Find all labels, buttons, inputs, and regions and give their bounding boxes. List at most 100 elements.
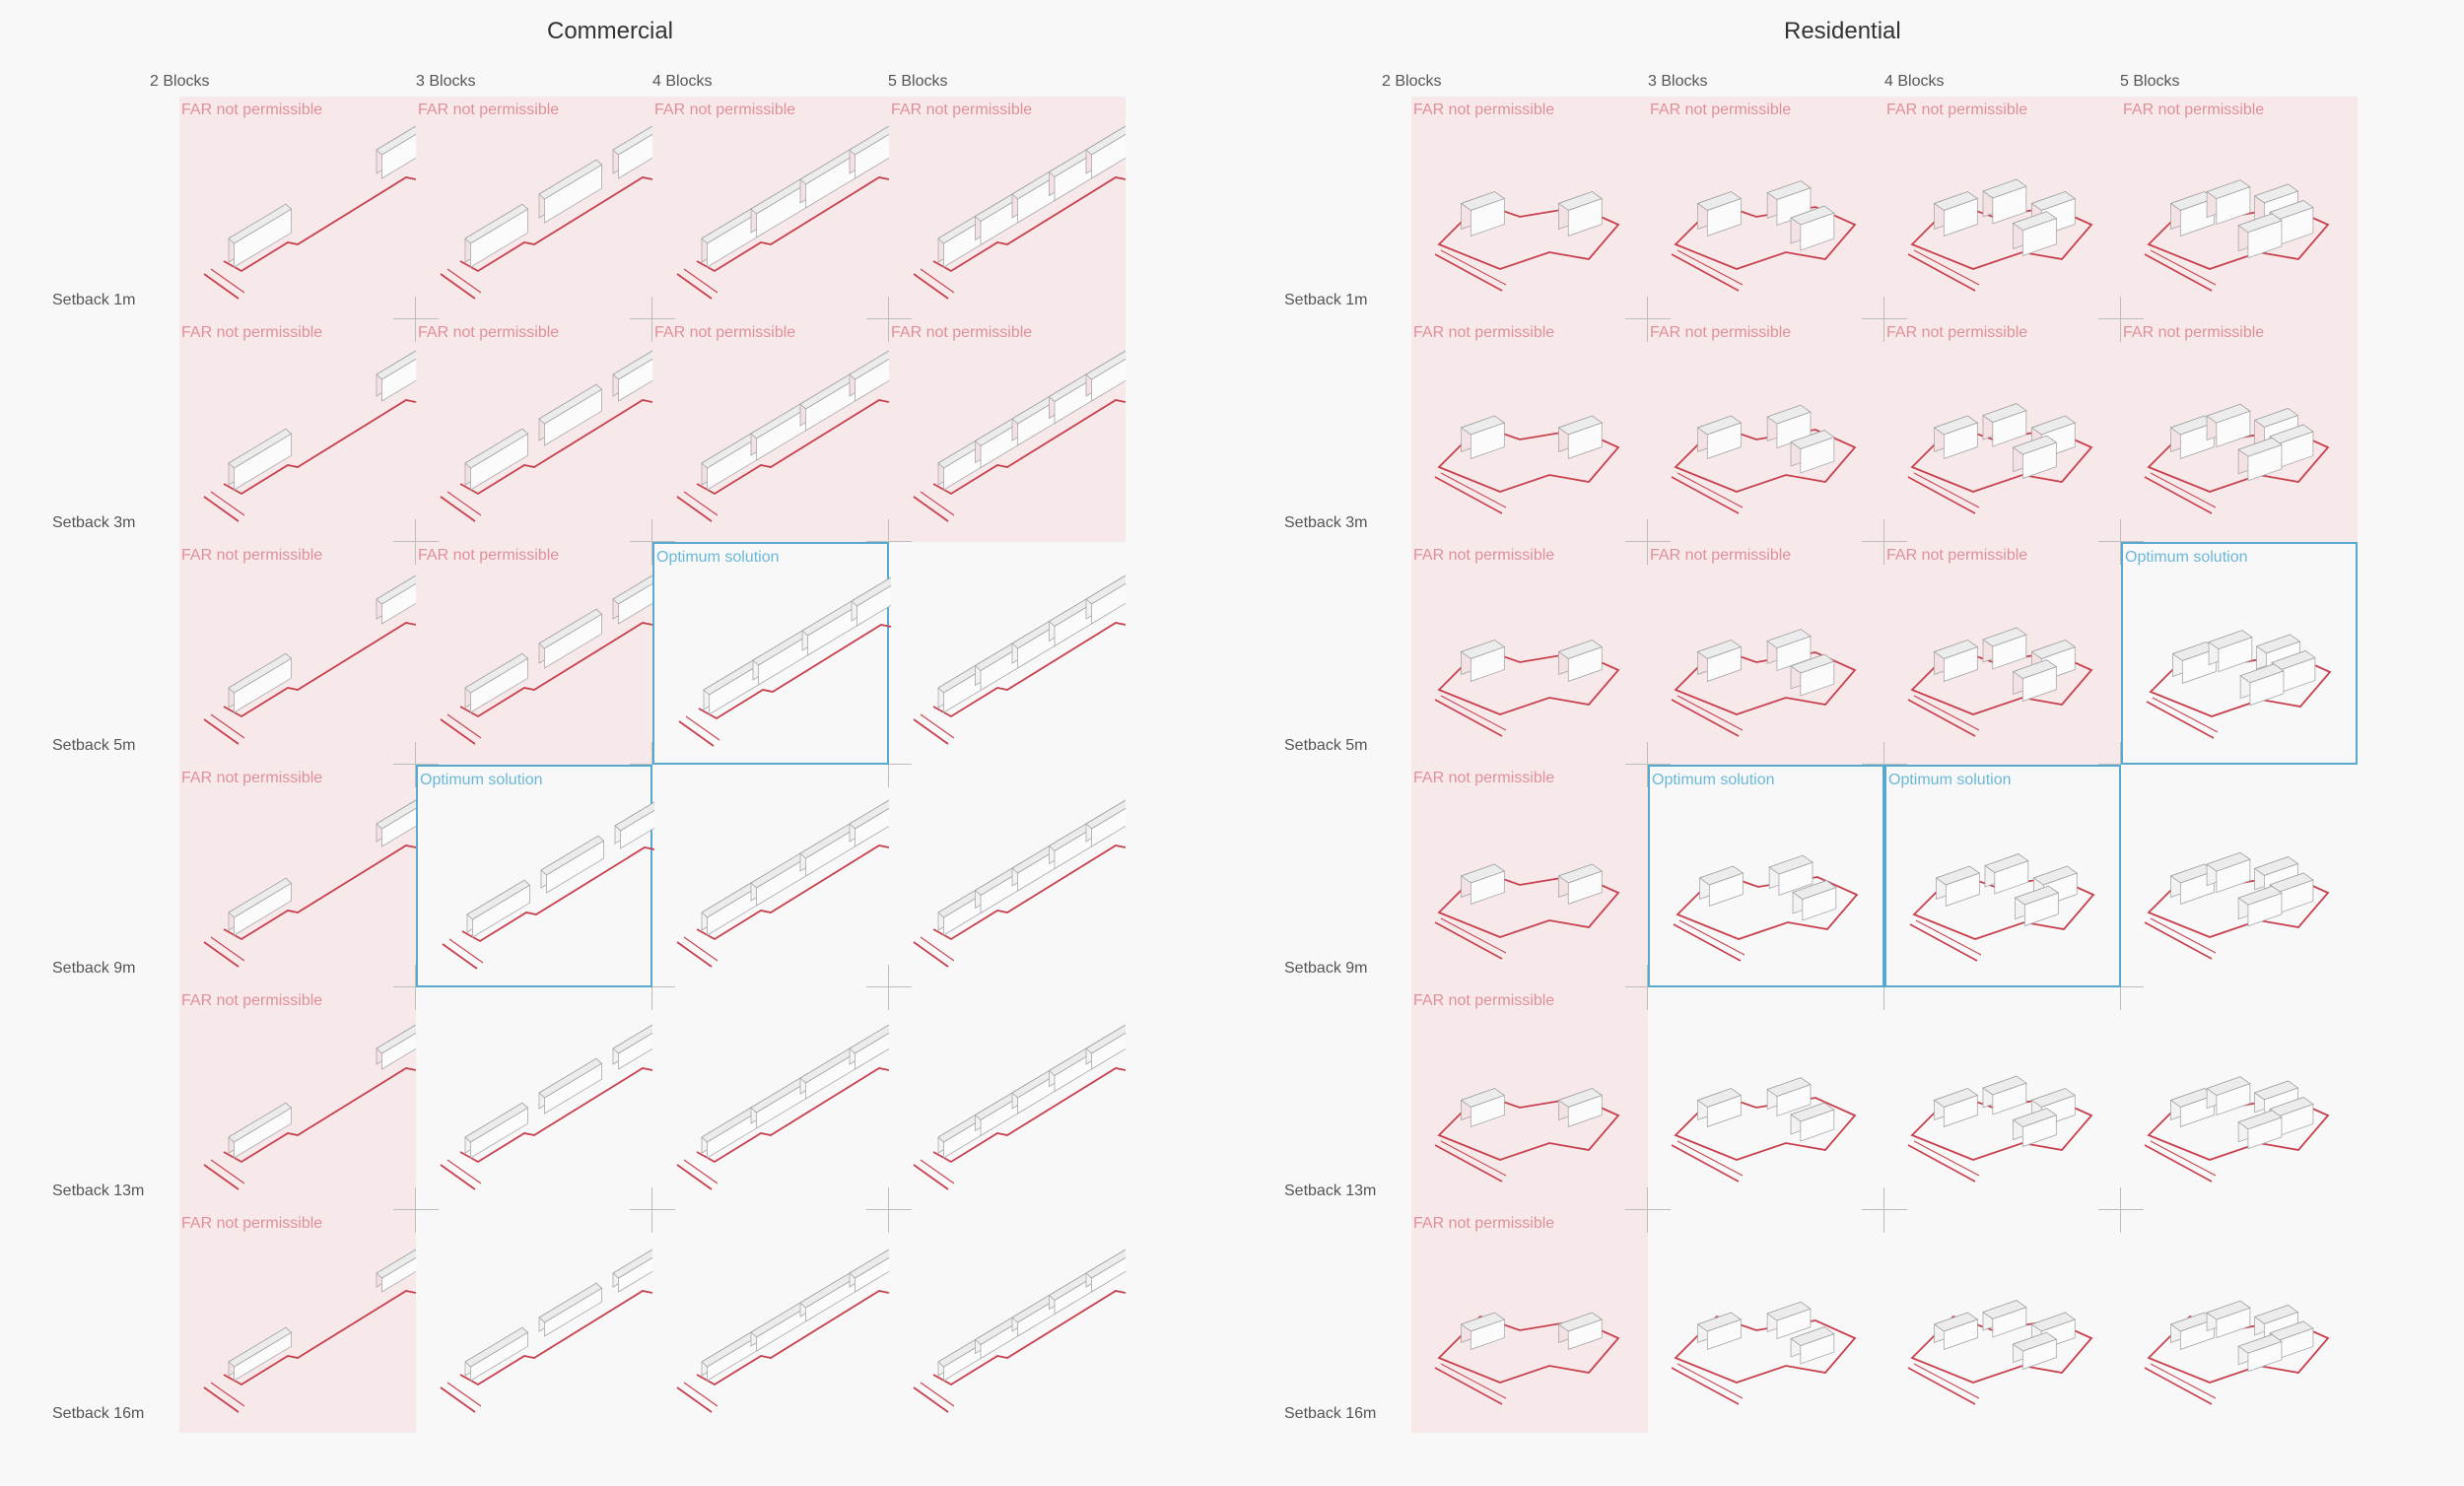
column-header: 5 Blocks [2120,73,2180,90]
commercial-massing-drawing [203,574,416,745]
commercial-massing-drawing [913,799,1126,968]
massing-cell [1648,1210,1884,1433]
far-not-permissible-region [416,319,652,542]
row-header: Setback 3m [52,514,136,531]
commercial-massing-drawing [203,799,416,968]
far-not-permissible-label: FAR not permissible [1886,101,2028,118]
far-not-permissible-cell: FAR not permissible [1648,319,1884,542]
residential-massing-drawing [1434,639,1620,737]
far-not-permissible-region [1411,97,1648,319]
grid-crosshair-mark [1862,1187,1907,1233]
far-not-permissible-cell: FAR not permissible [652,97,889,319]
far-not-permissible-cell: FAR not permissible [1648,542,1884,765]
grid-crosshair-mark [630,1187,675,1233]
commercial-massing-drawing [913,1249,1126,1413]
far-not-permissible-label: FAR not permissible [1650,547,1792,564]
far-not-permissible-cell: FAR not permissible [416,319,652,542]
column-header: 4 Blocks [1884,73,1945,90]
residential-massing-drawing [1907,178,2093,292]
far-not-permissible-cell: FAR not permissible [1884,319,2121,542]
optimum-solution-cell: Optimum solution [416,765,654,987]
far-not-permissible-cell: FAR not permissible [1411,542,1648,765]
far-not-permissible-label: FAR not permissible [1413,992,1555,1009]
far-not-permissible-label: FAR not permissible [891,324,1033,341]
far-not-permissible-cell: FAR not permissible [416,97,652,319]
commercial-massing-drawing [676,125,889,300]
commercial-massing-drawing [440,1024,652,1190]
residential-massing-drawing [1434,863,1620,960]
row-header: Setback 13m [52,1182,145,1199]
far-not-permissible-cell: FAR not permissible [1411,987,1648,1210]
far-not-permissible-cell: FAR not permissible [1884,542,2121,765]
optimum-solution-cell: Optimum solution [1884,765,2121,987]
residential-massing-drawing [2144,1076,2330,1182]
far-not-permissible-label: FAR not permissible [418,101,560,118]
grid-crosshair-mark [866,1187,912,1233]
far-not-permissible-cell: FAR not permissible [179,542,416,765]
optimum-solution-cell: Optimum solution [1648,765,1884,987]
grid-crosshair-mark [2098,297,2144,342]
residential-massing-drawing [1671,180,1857,292]
far-not-permissible-label: FAR not permissible [654,324,796,341]
massing-cell [2121,987,2358,1210]
far-not-permissible-cell: FAR not permissible [416,542,652,765]
far-not-permissible-label: FAR not permissible [181,324,323,341]
grid-crosshair-mark [1862,519,1907,565]
far-not-permissible-label: FAR not permissible [1413,324,1555,341]
commercial-massing-drawing [440,125,652,300]
massing-cell [652,1210,889,1433]
far-not-permissible-label: FAR not permissible [1413,770,1555,786]
far-not-permissible-region [1648,97,1884,319]
grid-crosshair-mark [393,1187,439,1233]
grid-crosshair-mark [393,742,439,787]
far-not-permissible-region [179,765,416,987]
optimum-solution-label: Optimum solution [1888,772,2012,788]
far-not-permissible-cell: FAR not permissible [1884,97,2121,319]
far-not-permissible-cell: FAR not permissible [179,319,416,542]
optimum-solution-label: Optimum solution [2125,549,2248,566]
far-not-permissible-label: FAR not permissible [891,101,1033,118]
column-header: 4 Blocks [652,73,713,90]
commercial-massing-drawing [913,350,1126,522]
far-not-permissible-label: FAR not permissible [181,1215,323,1232]
far-not-permissible-cell: FAR not permissible [1411,319,1648,542]
far-not-permissible-region [179,542,416,765]
far-not-permissible-label: FAR not permissible [1886,547,2028,564]
massing-cell [652,987,889,1210]
far-not-permissible-label: FAR not permissible [1413,101,1555,118]
far-not-permissible-region [179,1210,416,1433]
residential-massing-drawing [1434,415,1620,514]
commercial-massing-drawing [676,1024,889,1190]
far-not-permissible-label: FAR not permissible [2123,101,2265,118]
residential-massing-drawing [1673,854,1859,962]
massing-cell [889,765,1126,987]
commercial-massing-drawing [676,1249,889,1413]
grid-crosshair-mark [1625,297,1671,342]
residential-massing-drawing [1434,1087,1620,1182]
residential-massing-drawing [1671,404,1857,514]
commercial-massing-drawing [913,574,1126,745]
massing-cell [889,1210,1126,1433]
far-not-permissible-cell: FAR not permissible [652,319,889,542]
far-not-permissible-cell: FAR not permissible [1411,97,1648,319]
massing-cell [2121,1210,2358,1433]
residential-massing-drawing [1907,1300,2093,1405]
row-header: Setback 16m [52,1405,145,1422]
far-not-permissible-cell: FAR not permissible [179,1210,416,1433]
far-not-permissible-cell: FAR not permissible [179,765,416,987]
far-not-permissible-label: FAR not permissible [181,547,323,564]
commercial-massing-drawing [440,1249,652,1413]
far-not-permissible-region [179,987,416,1210]
column-header: 5 Blocks [888,73,948,90]
column-header: 2 Blocks [150,73,210,90]
commercial-massing-drawing [913,125,1126,300]
massing-cell [652,765,889,987]
massing-cell [2121,765,2358,987]
far-not-permissible-region [1411,319,1648,542]
residential-massing-drawing [1434,190,1620,292]
far-not-permissible-label: FAR not permissible [654,101,796,118]
massing-cell [416,1210,652,1433]
far-not-permissible-cell: FAR not permissible [1411,1210,1648,1433]
